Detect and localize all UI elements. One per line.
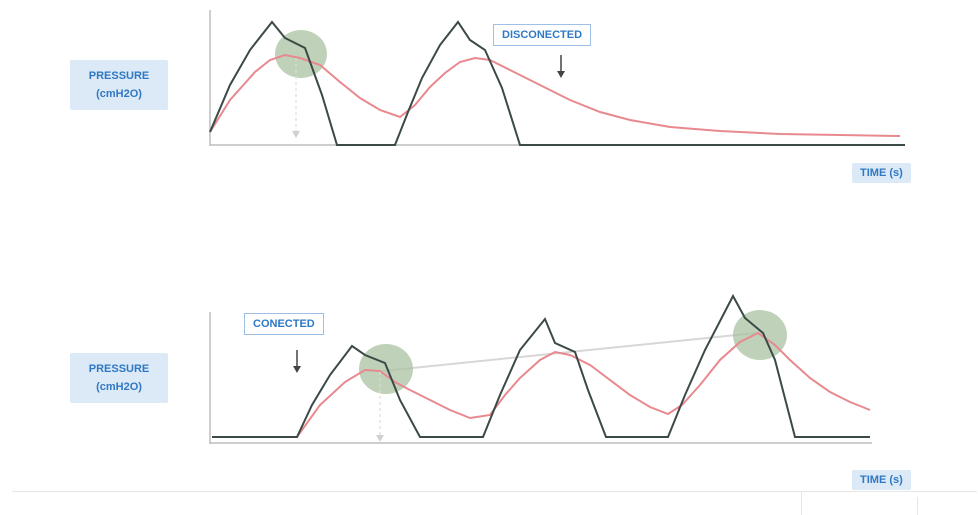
footer-divider-tick-2 bbox=[917, 497, 918, 515]
bottom-highlight-circle-1 bbox=[359, 344, 413, 394]
top-ylabel-line2: (cmH2O) bbox=[96, 88, 142, 100]
bottom-drop-arrowhead bbox=[376, 435, 384, 442]
bottom-ylabel: PRESSURE (cmH2O) bbox=[70, 353, 168, 403]
top-highlight-circle bbox=[275, 30, 327, 78]
bottom-airway-pressure-curve bbox=[212, 293, 870, 438]
connected-arrowhead bbox=[293, 366, 301, 373]
top-xlabel: TIME (s) bbox=[852, 163, 911, 183]
connected-annotation: CONECTED bbox=[244, 313, 324, 335]
top-alveolar-pressure-curve bbox=[209, 53, 901, 137]
top-drop-arrowhead bbox=[292, 131, 300, 138]
bottom-ylabel-line1: PRESSURE bbox=[88, 363, 150, 375]
disconnected-annotation: DISCONECTED bbox=[493, 24, 592, 46]
bottom-ylabel-line2: (cmH2O) bbox=[96, 381, 142, 393]
top-airway-pressure-curve bbox=[209, 20, 905, 146]
top-ylabel: PRESSURE (cmH2O) bbox=[70, 60, 168, 110]
top-ylabel-line1: PRESSURE bbox=[88, 70, 150, 82]
bottom-alveolar-pressure-curve bbox=[212, 331, 871, 438]
bottom-xlabel: TIME (s) bbox=[852, 470, 911, 490]
disconnected-arrowhead bbox=[557, 71, 565, 78]
trend-line bbox=[382, 332, 757, 372]
footer-divider bbox=[12, 491, 977, 492]
footer-divider-tick-1 bbox=[801, 491, 802, 515]
